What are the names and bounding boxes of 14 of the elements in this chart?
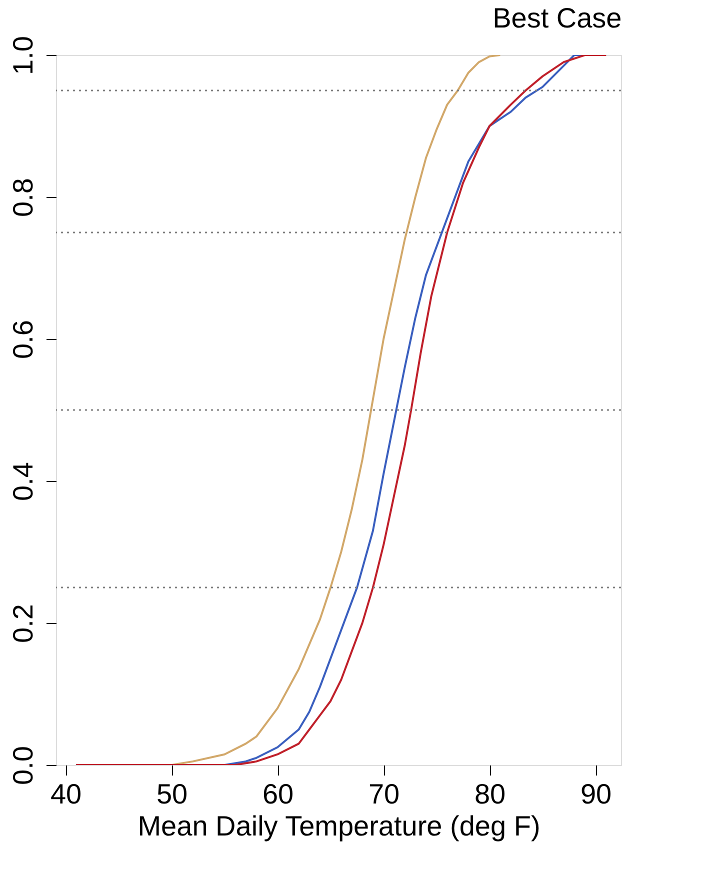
x-tick-label: 90 xyxy=(580,778,612,810)
y-tick-label: 0.2 xyxy=(8,604,38,643)
y-tick-label: 0.4 xyxy=(8,462,38,501)
x-tick-label: 50 xyxy=(156,778,188,810)
y-tick-label: 1.0 xyxy=(8,36,38,75)
y-tick-label: 0.8 xyxy=(8,178,38,217)
y-tick-label: 0.0 xyxy=(8,746,38,785)
chart-title: Best Case xyxy=(492,2,622,34)
x-tick-label: 80 xyxy=(474,778,506,810)
x-tick-label: 40 xyxy=(50,778,82,810)
x-axis-title: Mean Daily Temperature (deg F) xyxy=(138,810,540,842)
x-tick-label: 60 xyxy=(262,778,294,810)
y-tick-label: 0.6 xyxy=(8,320,38,359)
x-tick-label: 70 xyxy=(368,778,400,810)
